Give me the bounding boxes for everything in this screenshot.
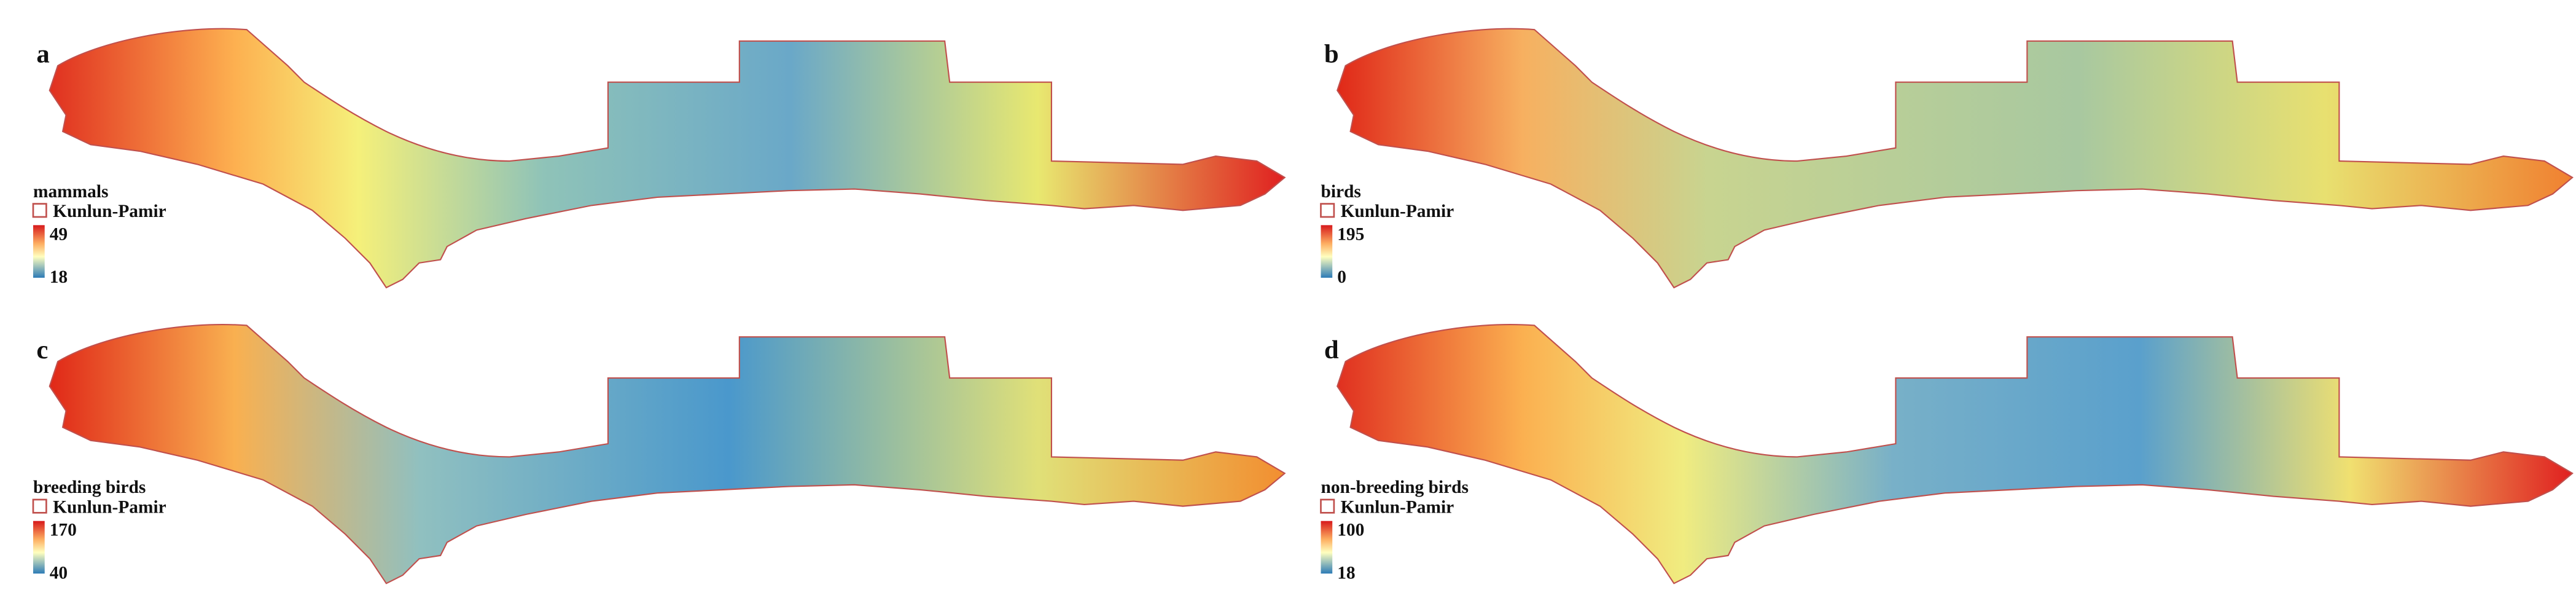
color-bar [1321,521,1333,574]
region-map [49,28,1286,289]
boundary-swatch [1320,203,1335,218]
legend-max: 100 [1337,521,1364,540]
legend-min: 40 [50,563,68,583]
color-bar [1321,225,1333,278]
boundary-label: Kunlun-Pamir [53,497,166,517]
legend-title: birds [1321,182,1360,202]
panel-letter: c [36,336,48,364]
legend-min: 0 [1337,267,1346,287]
region-map [1337,28,2574,289]
boundary-label: Kunlun-Pamir [53,202,166,221]
color-bar [33,225,45,278]
legend-max: 195 [1337,224,1364,244]
panel-letter: d [1324,336,1339,364]
boundary-label: Kunlun-Pamir [1341,202,1454,221]
boundary-swatch [32,498,47,514]
boundary-swatch [1320,498,1335,514]
panel-letter: b [1324,40,1339,69]
legend-max: 49 [50,224,68,244]
legend-min: 18 [1337,563,1355,583]
region-map [49,323,1286,584]
legend-max: 170 [50,521,77,540]
boundary-label: Kunlun-Pamir [1341,497,1454,517]
region-map [1337,323,2574,584]
legend-min: 18 [50,267,68,287]
color-bar [33,521,45,574]
legend-title: breeding birds [33,478,146,497]
legend-title: mammals [33,182,109,202]
panel-letter: a [36,40,49,69]
boundary-swatch [32,203,47,218]
legend-title: non-breeding birds [1321,478,1469,497]
